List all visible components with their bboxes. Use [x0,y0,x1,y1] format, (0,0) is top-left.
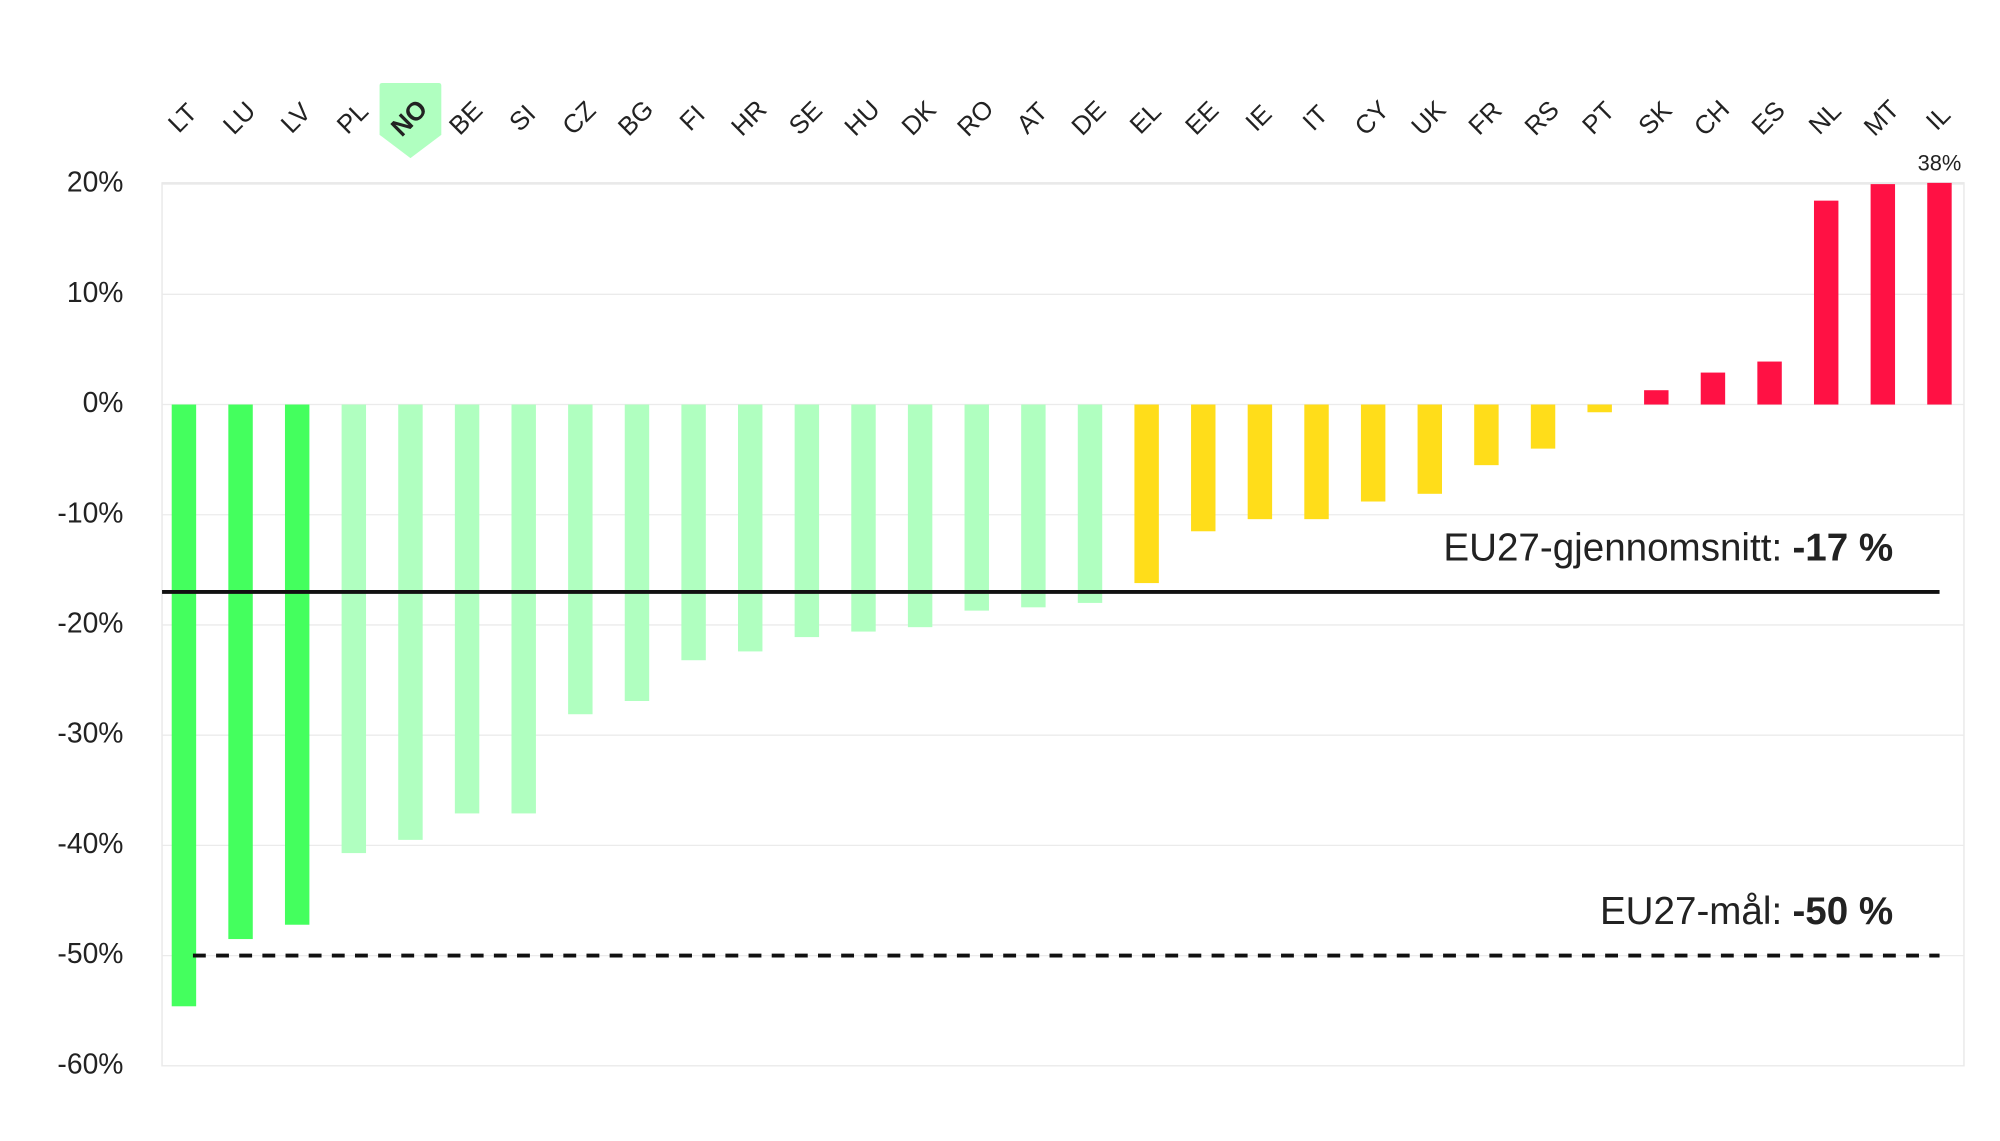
x-tick-label: SI [504,100,541,137]
x-tick-label: CZ [558,96,602,140]
bar [738,404,763,652]
x-tick-label: LU [218,97,261,140]
x-tick-label: PL [332,97,374,139]
bar [171,404,197,1007]
bar [964,404,989,611]
bar [1360,404,1386,502]
y-tick-label: -40% [57,828,123,860]
x-tick-label: PT [1577,97,1620,140]
bar [454,404,480,814]
bar [1927,182,1952,405]
x-tick-label: NL [1804,97,1847,140]
y-tick-label: 0% [83,387,124,419]
bar [568,404,593,715]
x-tick-label: LV [276,97,317,138]
bar [1813,200,1839,405]
bar [1757,361,1782,405]
y-tick-label: -50% [57,938,123,970]
x-tick-label: ES [1747,96,1791,140]
x-tick-label: FR [1464,96,1508,140]
bar [341,404,367,854]
x-tick-label: BE [444,96,488,140]
x-tick-label: RS [1520,96,1565,141]
bar [1530,404,1556,449]
x-tick-label: MT [1859,95,1905,142]
y-tick-label: -10% [57,497,123,529]
x-tick-label: HU [840,95,886,141]
bar [1870,184,1896,405]
x-tick-label: DK [897,96,942,141]
reference-value-label: -17 % [1792,527,1893,570]
x-tick-label: EE [1180,96,1224,140]
x-tick-label: EL [1125,97,1167,139]
bar [1021,404,1046,608]
bar [794,404,820,638]
bar [228,404,253,940]
x-tick-label: CH [1689,95,1735,141]
x-tick-label: RO [952,95,999,142]
x-tick-label: LT [163,98,203,138]
bar [284,404,310,925]
reference-label-text: EU27-mål: [1600,890,1782,933]
bar [1644,390,1669,405]
bar [1700,372,1726,405]
bar [1417,404,1443,494]
bar [511,404,536,814]
bar [1247,404,1273,520]
y-tick-label: -30% [57,718,123,750]
x-tick-label: AT [1012,97,1054,139]
x-tick-label: IE [1241,100,1278,137]
reference-label-text: EU27-gjennomsnitt: [1443,527,1782,570]
x-tick-label: HR [726,95,772,141]
y-tick-label: 10% [67,277,124,309]
bar [398,404,423,840]
x-tick-label: SK [1633,96,1677,140]
y-tick-label: -60% [57,1048,123,1080]
reference-label: EU27-mål: -50 % [1600,890,1893,933]
bar [1134,404,1159,584]
x-tick-label: CY [1350,96,1395,141]
x-tick-label: SE [784,96,828,140]
y-tick-label: -20% [57,607,123,639]
reference-label: EU27-gjennomsnitt: -17 % [1443,527,1893,570]
bar [624,404,650,702]
bar [681,404,706,661]
bar [1191,404,1216,532]
x-tick-label: IL [1921,101,1956,136]
bar [1474,404,1499,466]
y-tick-label: 20% [67,167,124,199]
bar [1304,404,1329,520]
bar [1077,404,1103,603]
value-label: 38% [1918,150,1962,175]
bar [1587,404,1612,413]
reference-value-label: -50 % [1792,890,1893,933]
bar [851,404,876,632]
x-tick-label: UK [1406,96,1451,141]
x-tick-label: DE [1067,96,1112,141]
x-tick-label: BG [613,95,659,141]
x-tick-label: FI [675,100,711,136]
highlight-badge [379,82,442,159]
x-tick-label: IT [1298,100,1334,136]
